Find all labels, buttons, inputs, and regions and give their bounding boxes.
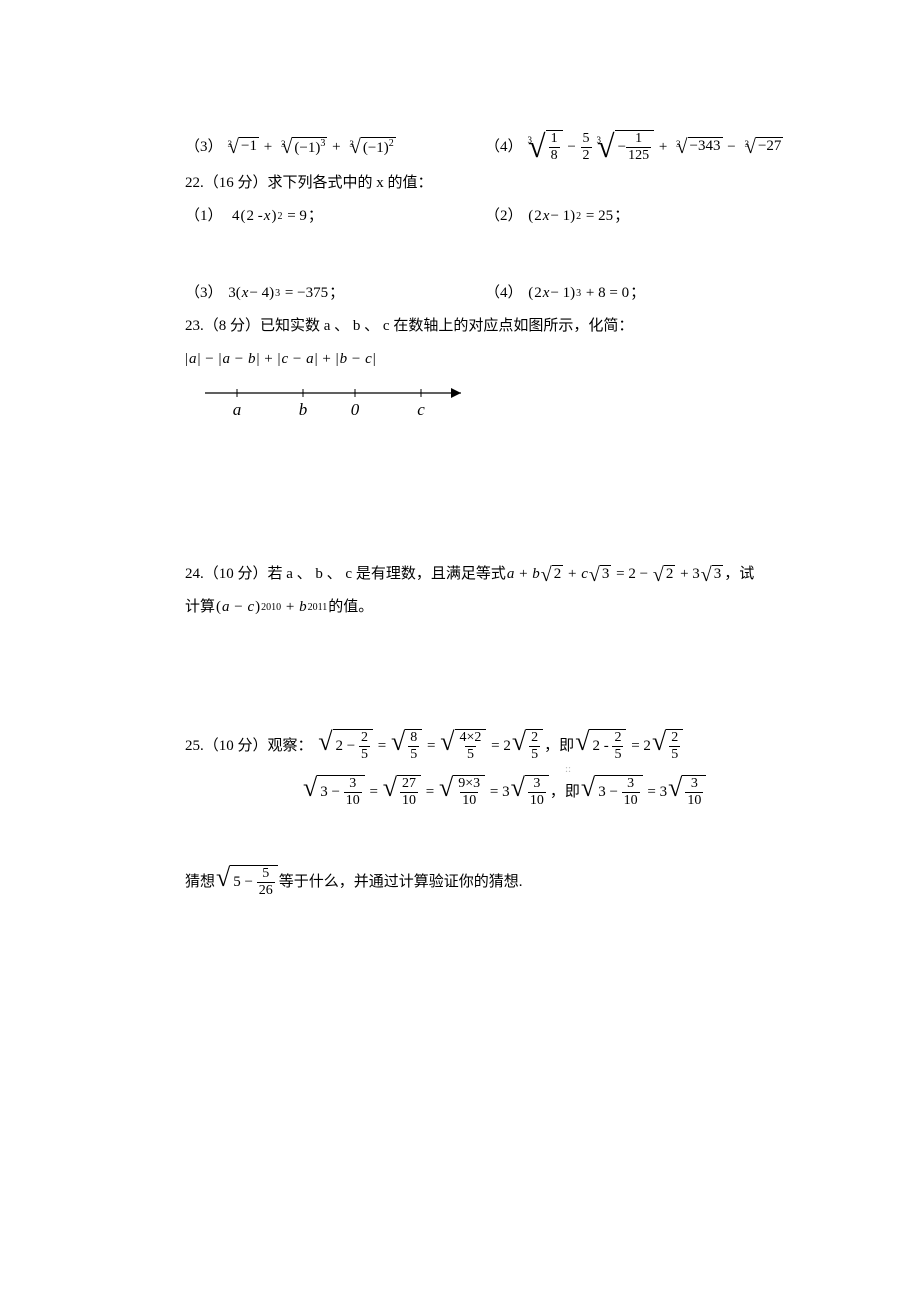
q24-line2-post: 的值。 — [328, 594, 373, 621]
q22-part2-label: （2） — [485, 203, 523, 230]
q24-line2: 计算 (a − c)2010 + b2011 的值。 — [185, 594, 825, 621]
q24-heading-post: ，试 — [724, 561, 754, 588]
five-halves: 52 — [581, 132, 592, 163]
cuberoot-neg1-cubed: 3√(−1)3 — [277, 137, 327, 157]
cuberoot-neg1: 3√−1 — [224, 137, 259, 157]
sqrt3-c: √3 — [589, 565, 611, 585]
q23-expr: |a| − |a − b| + |c − a| + |b − c| — [185, 346, 825, 373]
q22-part3-label: （3） — [185, 280, 223, 307]
q24-heading-pre: 24.（10 分）若 a 、 b 、 c 是有理数，且满足等式 — [185, 561, 506, 588]
sqrt-3-10-r: √ 310 — [668, 775, 706, 809]
cuberoot-neg-1-125: 3√ −1125 — [593, 130, 655, 164]
q24-line1: 24.（10 分）若 a 、 b 、 c 是有理数，且满足等式 a + b √2… — [185, 561, 825, 588]
q22-part3: （3） 3(x − 4)3 = −375 ； — [185, 280, 485, 307]
q22-part1-label: （1） — [185, 203, 223, 230]
svg-text:c: c — [417, 400, 425, 419]
sqrt-9x3-10: √ 9×310 — [439, 775, 485, 809]
cuberoot-1-8: 3√ 18 — [524, 130, 563, 164]
q25-heading: 25.（10 分）观察： — [185, 733, 313, 760]
q22-heading: 22.（16 分）求下列各式中的 x 的值： — [185, 170, 825, 197]
q22-row-1-2: （1） 4(2 - x)2 = 9 ； （2） (2x − 1)2 = 25 ； — [185, 203, 825, 230]
cuberoot-neg27: 3√−27 — [740, 137, 783, 157]
q24-line2-pre: 计算 — [185, 594, 215, 621]
q22-part2: （2） (2x − 1)2 = 25 ； — [485, 203, 825, 230]
q22-heading-text: 22.（16 分）求下列各式中的 x 的值： — [185, 175, 433, 191]
q25-line1: 25.（10 分）观察： √ 2 − 25 = √ 85 = √ 4×25 = … — [185, 729, 825, 763]
svg-text:a: a — [233, 400, 242, 419]
q22-row-3-4: （3） 3(x − 4)3 = −375 ； （4） (2x − 1)3 + 8… — [185, 280, 825, 307]
q21-part3-label: （3） — [185, 134, 223, 161]
svg-text:0: 0 — [351, 400, 360, 419]
watermark-icon: :: — [565, 760, 571, 780]
cuberoot-neg343: 3√−343 — [672, 137, 722, 157]
number-line: a b 0 c — [185, 379, 485, 423]
sqrt-2-5: √ 25 — [512, 729, 543, 763]
sqrt-8-5: √ 85 — [391, 729, 422, 763]
q25-conj-pre: 猜想 — [185, 869, 215, 896]
sqrt-4x2-5: √ 4×25 — [440, 729, 486, 763]
cuberoot-neg1-sq: 3√(−1)2 — [345, 137, 395, 157]
sqrt-3-3-10: √ 3 − 310 — [303, 775, 365, 809]
sqrt-3-10: √ 310 — [511, 775, 549, 809]
sqrt-27-10: √ 2710 — [383, 775, 421, 809]
q21-part4-label: （4） — [485, 134, 523, 161]
sqrt-3-3-10-r: √ 3 − 310 — [581, 775, 643, 809]
q21-part4: （4） 3√ 18 − 52 3√ −1125 + 3√−343 − 3√−27 — [485, 130, 825, 164]
q21-part3: （3） 3√−1 + 3√(−1)3 + 3√(−1)2 — [185, 134, 485, 161]
sqrt-5-5-26: √ 5 − 526 — [216, 865, 278, 899]
sqrt2: √2 — [653, 565, 675, 585]
svg-text:b: b — [299, 400, 308, 419]
sqrt3: √3 — [701, 565, 723, 585]
q22-part4-label: （4） — [485, 280, 523, 307]
q21-row-3-4: （3） 3√−1 + 3√(−1)3 + 3√(−1)2 （4） 3√ 18 −… — [185, 130, 825, 164]
sqrt-2-2-5-r: √ 2 - 25 — [575, 729, 626, 763]
sqrt-2-2-5: √ 2 − 25 — [318, 729, 373, 763]
q25-line2: √ 3 − 310 = √ 2710 = √ 9×310 = 3 √ 310 ，… — [303, 775, 825, 809]
q23-heading: 23.（8 分）已知实数 a 、 b 、 c 在数轴上的对应点如图所示，化简： — [185, 313, 825, 340]
q23-heading-text: 23.（8 分）已知实数 a 、 b 、 c 在数轴上的对应点如图所示，化简： — [185, 318, 633, 334]
q22-part1: （1） 4(2 - x)2 = 9 ； — [185, 203, 485, 230]
q25-conjecture: 猜想 √ 5 − 526 等于什么，并通过计算验证你的猜想. — [185, 865, 825, 899]
q22-part4: （4） (2x − 1)3 + 8 = 0 ； — [485, 280, 825, 307]
q25-conj-post: 等于什么，并通过计算验证你的猜想. — [279, 869, 523, 896]
sqrt2-b: √2 — [541, 565, 563, 585]
sqrt-2-5-r: √ 25 — [652, 729, 683, 763]
